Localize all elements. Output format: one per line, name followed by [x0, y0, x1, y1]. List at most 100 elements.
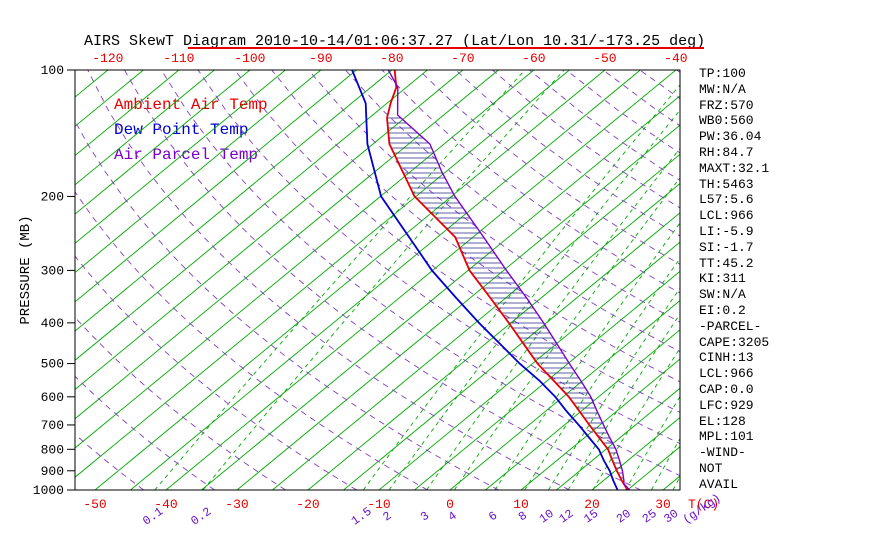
mixing-ratio-grid — [154, 70, 680, 490]
panel-line: NOT — [699, 460, 723, 476]
isotherm-line — [75, 70, 322, 274]
mixing-ratio-line — [454, 177, 680, 490]
mixing-ratio-label: 20 — [614, 507, 634, 527]
isotherm-line — [75, 70, 499, 420]
title-underline — [188, 47, 704, 49]
mixing-ratio-label: 15 — [581, 507, 601, 527]
panel-line: RH:84.7 — [699, 144, 754, 160]
pressure-tick-label: 900 — [41, 464, 64, 479]
panel-line: -WIND- — [699, 445, 746, 461]
mixing-ratio-line — [651, 437, 680, 490]
pressure-tick-label: 500 — [41, 357, 64, 372]
isotherm-line — [75, 70, 464, 391]
panel-line: TH:5463 — [699, 176, 754, 192]
dry-adiabat-line — [418, 70, 680, 265]
isotherm-line — [75, 70, 393, 332]
panel-line: SI:-1.7 — [699, 239, 754, 255]
mixing-ratio-label: 6 — [486, 509, 500, 525]
isotherm-line — [75, 70, 286, 244]
isotherm-line — [414, 270, 680, 490]
mixing-ratio-line — [592, 347, 680, 490]
isotherm-line — [556, 387, 680, 490]
mixing-ratio-line — [494, 222, 680, 490]
isotherm-line — [449, 299, 680, 490]
pressure-tick-label: 800 — [41, 442, 64, 457]
panel-line: FRZ:570 — [699, 97, 754, 113]
mixing-ratio-label: 25 — [640, 507, 660, 527]
panel-line: MAXT:32.1 — [699, 160, 770, 176]
chart-title: AIRS SkewT Diagram 2010-10-14/01:06:37.2… — [84, 33, 706, 50]
isotherm-line — [520, 358, 680, 490]
dry-adiabat-line — [455, 70, 680, 237]
mixing-ratio-line — [567, 313, 680, 490]
panel-line: SW:N/A — [699, 287, 746, 303]
pressure-tick-label: 100 — [41, 63, 64, 78]
pressure-tick-label: 600 — [41, 390, 64, 405]
mixing-ratio-line — [154, 70, 526, 490]
bottom-temp-label: -50 — [83, 497, 106, 512]
dry-adiabat-line — [87, 70, 570, 490]
pressure-tick-label: 1000 — [33, 483, 64, 498]
isotherm-line — [130, 70, 641, 490]
temp-unit-label: T(C) — [688, 497, 719, 512]
isotherm-line — [0, 70, 1, 490]
mixing-ratio-label: 3 — [418, 509, 432, 525]
isotherm-line — [75, 70, 180, 157]
panel-line: TT:45.2 — [699, 255, 754, 271]
top-temp-label: -120 — [92, 51, 123, 66]
ambient-air-temp-curve — [386, 70, 629, 490]
pressure-tick-label: 700 — [41, 418, 64, 433]
air-parcel-temp-curve — [387, 70, 631, 490]
cape-hatch — [387, 117, 624, 479]
dry-adiabat-line — [271, 70, 680, 383]
dew-point-temp-curve — [351, 70, 619, 490]
mixing-ratio-label: 12 — [557, 507, 577, 527]
top-temp-label: -50 — [593, 51, 616, 66]
bottom-temp-label: 20 — [584, 497, 600, 512]
isotherm-line — [485, 329, 680, 490]
isotherm-line — [201, 95, 680, 490]
dry-adiabat-line — [308, 70, 680, 353]
pressure-tick-label: 300 — [41, 263, 64, 278]
mixing-ratio-label: 10 — [537, 507, 557, 527]
bottom-temp-label: -30 — [225, 497, 248, 512]
top-temp-label: -100 — [234, 51, 265, 66]
mixing-ratio-line — [524, 257, 680, 490]
isotherm-line — [0, 70, 37, 490]
panel-line: PW:36.04 — [699, 129, 762, 145]
mixing-ratio-line — [548, 287, 680, 490]
dry-adiabat-line — [381, 70, 680, 294]
mixing-ratio-label: 2 — [380, 509, 394, 525]
panel-line: CINH:13 — [699, 350, 754, 366]
dry-adiabat-line — [75, 433, 144, 490]
top-temp-label: -80 — [380, 51, 403, 66]
pressure-tick-label: 400 — [41, 316, 64, 331]
dry-adiabat-line — [160, 70, 680, 477]
mixing-ratio-line — [202, 70, 565, 490]
isotherm-line — [591, 416, 680, 490]
panel-line: EL:128 — [699, 413, 746, 429]
dry-adiabat-line — [124, 70, 641, 490]
plot-border — [74, 69, 681, 491]
isotherm-line — [343, 212, 680, 490]
bottom-temp-label: -40 — [154, 497, 177, 512]
dry-adiabat-line — [75, 375, 215, 490]
top-temp-labels: -120 -110 -100 -90 -80 -70 -60 -50 -40 — [92, 51, 687, 66]
isotherm-line — [378, 241, 680, 490]
mixing-ratio-label: 30 — [661, 507, 681, 527]
panel-line: WB0:560 — [699, 113, 754, 129]
dry-adiabat-line — [75, 255, 357, 490]
isotherm-line — [770, 70, 870, 490]
isotherm-line — [236, 124, 680, 490]
isotherm-line — [75, 70, 251, 215]
mixing-ratio-line — [625, 395, 680, 490]
isotherm-grid — [0, 70, 870, 490]
panel-line: LFC:929 — [699, 397, 754, 413]
isotherm-line — [75, 70, 144, 127]
panel-line: L57:5.6 — [699, 192, 754, 208]
isotherm-line — [272, 153, 680, 490]
panel-line: LCL:966 — [699, 366, 754, 382]
top-temp-label: -40 — [664, 51, 687, 66]
